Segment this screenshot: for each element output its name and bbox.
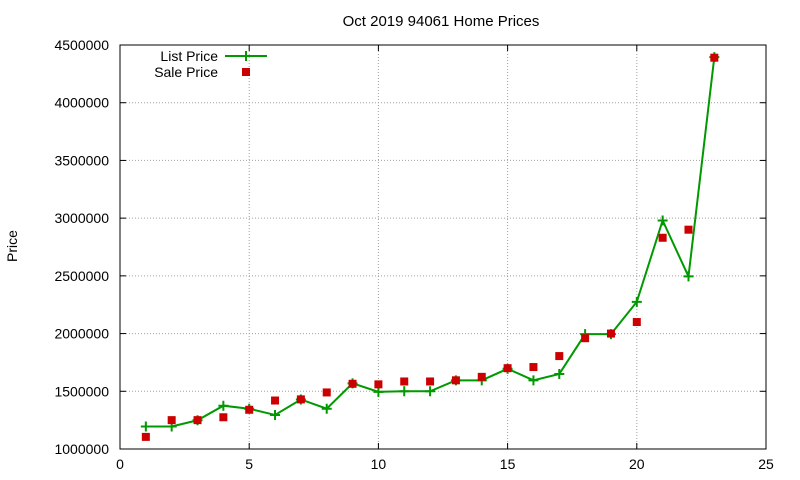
- x-tick-label: 0: [116, 456, 124, 472]
- y-tick-label: 3500000: [54, 152, 109, 168]
- list-price-point: [528, 375, 539, 386]
- sale-price-point: [451, 376, 460, 385]
- legend-marker-list-price: [241, 51, 251, 61]
- y-tick-label: 3000000: [54, 210, 109, 226]
- list-price-point: [321, 403, 332, 414]
- list-price-point: [657, 215, 668, 226]
- sale-price-point: [348, 379, 357, 388]
- y-tick-label: 4000000: [54, 95, 109, 111]
- sale-price-point: [503, 364, 512, 373]
- sale-price-point: [426, 377, 435, 386]
- list-price-point: [373, 386, 384, 397]
- list-price-point: [399, 386, 410, 397]
- plot-frame: [119, 44, 767, 450]
- x-tick-label: 25: [758, 456, 774, 472]
- list-price-point: [631, 296, 642, 307]
- series-layer: [140, 52, 720, 441]
- y-tick-label: 1500000: [54, 383, 109, 399]
- x-tick-label: 5: [245, 456, 253, 472]
- sale-price-point: [710, 53, 719, 62]
- chart-title: Oct 2019 94061 Home Prices: [343, 13, 540, 30]
- sale-price-point: [322, 388, 331, 397]
- y-tick-label: 1000000: [54, 441, 109, 457]
- list-price-point: [140, 421, 151, 432]
- sale-price-point: [606, 329, 615, 338]
- sale-price-point: [632, 318, 641, 327]
- x-tick-label: 20: [629, 456, 645, 472]
- grid-lines: [120, 45, 766, 449]
- list-price-point: [683, 271, 694, 282]
- sale-price-point: [219, 413, 228, 422]
- sale-price-point: [167, 416, 176, 425]
- sale-price-point: [658, 233, 667, 242]
- axis-ticks: 1000000 1500000 2000000 2500000 3000000 35000…: [54, 37, 774, 472]
- sale-price-point: [555, 352, 564, 361]
- list-price-point: [554, 368, 565, 379]
- x-tick-label: 15: [500, 456, 516, 472]
- y-axis-label: Price: [4, 230, 20, 262]
- sale-price-point: [141, 432, 150, 441]
- list-price-point: [270, 409, 281, 420]
- legend-marker-sale-price: [242, 68, 250, 76]
- sale-price-point: [193, 416, 202, 425]
- y-tick-label: 2000000: [54, 326, 109, 342]
- sale-price-point: [374, 380, 383, 389]
- sale-price-point: [400, 377, 409, 386]
- sale-price-point: [581, 334, 590, 343]
- list-price-line: [145, 57, 716, 428]
- list-price-point: [425, 386, 436, 397]
- sale-price-point: [529, 363, 538, 372]
- sale-price-point: [684, 225, 693, 234]
- list-price-point: [218, 400, 229, 411]
- sale-price-point: [245, 405, 254, 414]
- sale-price-point: [296, 395, 305, 404]
- legend-label-sale-price: Sale Price: [154, 64, 218, 80]
- sale-price-point: [477, 372, 486, 381]
- x-tick-label: 10: [371, 456, 387, 472]
- sale-price-point: [271, 396, 280, 405]
- y-tick-label: 4500000: [54, 37, 109, 53]
- y-tick-label: 2500000: [54, 268, 109, 284]
- legend-label-list-price: List Price: [160, 48, 218, 64]
